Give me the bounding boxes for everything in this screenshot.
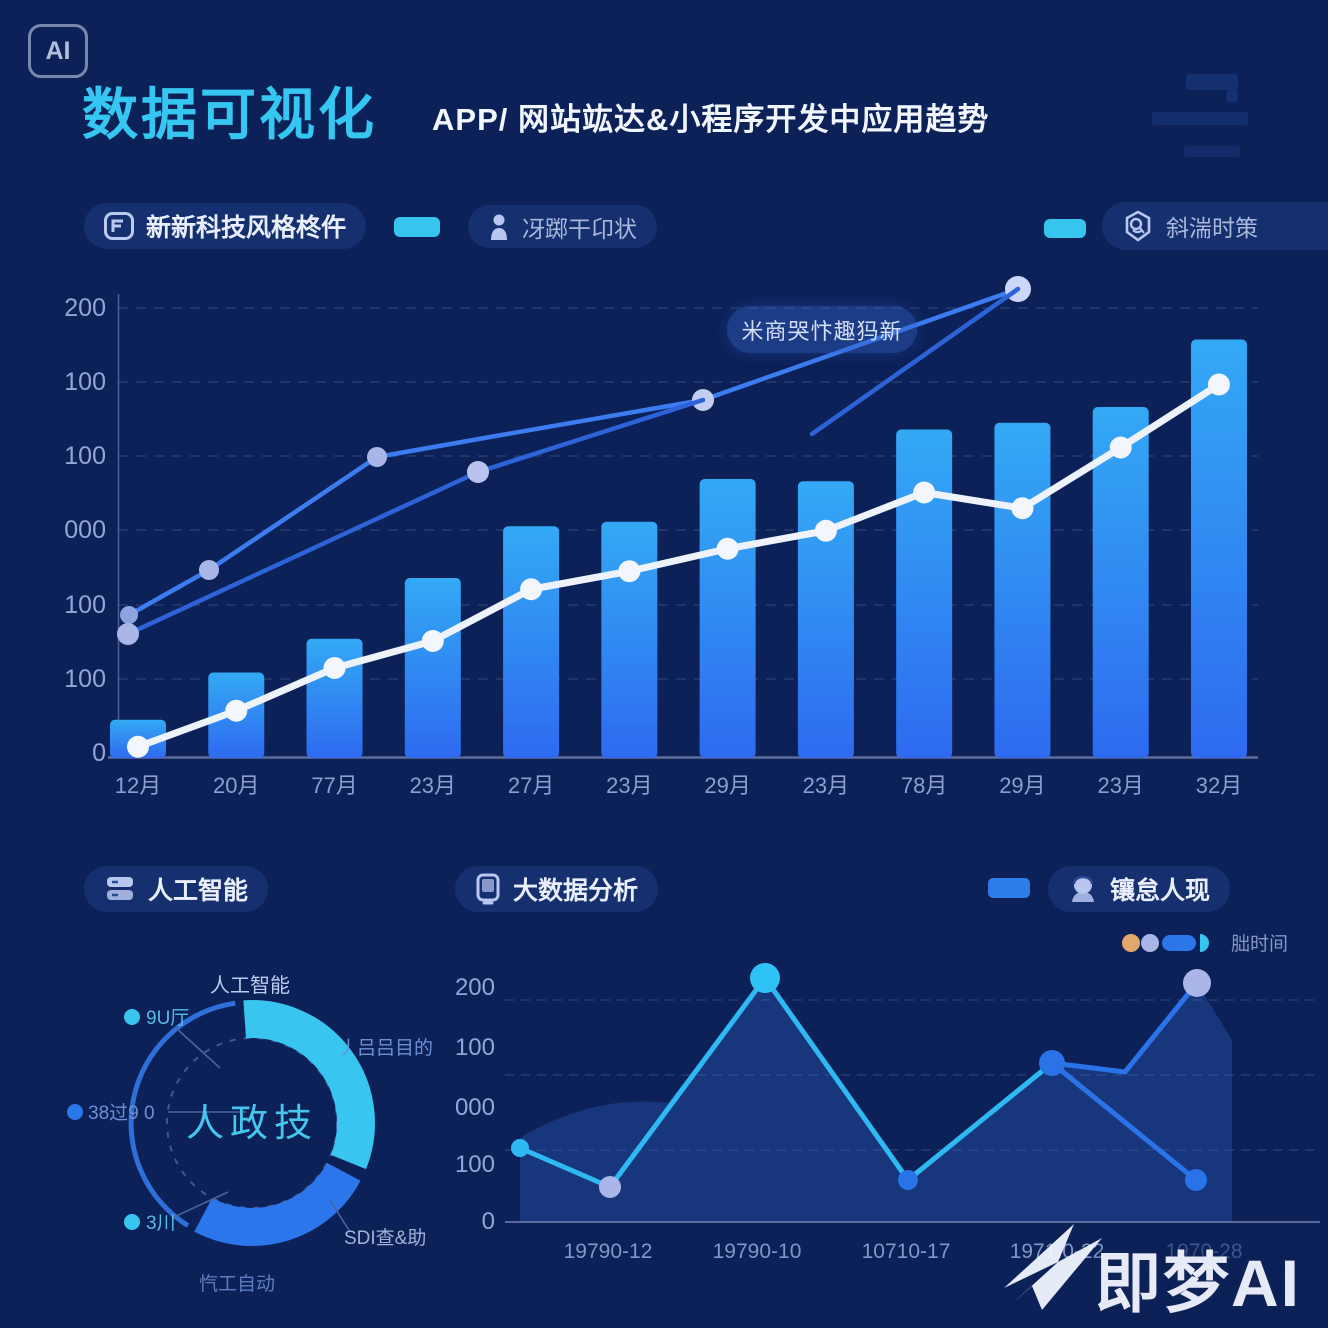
svg-text:0: 0 <box>482 1208 495 1235</box>
legend-swatch-cyan <box>1044 219 1086 238</box>
svg-text:23月: 23月 <box>606 773 652 798</box>
chart-annotation-pill: 米商哭忭趣犸新 <box>727 306 917 353</box>
svg-text:000: 000 <box>455 1094 495 1121</box>
svg-text:9U厅: 9U厅 <box>146 1008 189 1029</box>
svg-text:丿吕吕目的: 丿吕吕目的 <box>338 1037 433 1059</box>
ghost-shape <box>1152 112 1248 125</box>
legend-chip-label: 冴踯干卬状 <box>522 215 637 242</box>
svg-text:20月: 20月 <box>213 773 259 798</box>
svg-text:人政技: 人政技 <box>186 1103 318 1145</box>
mini-legend-label: 朏时间 <box>1231 934 1289 955</box>
svg-text:78月: 78月 <box>901 773 947 798</box>
svg-text:27月: 27月 <box>508 773 554 798</box>
svg-text:77月: 77月 <box>311 773 357 798</box>
ghost-shape <box>1184 146 1240 157</box>
svg-text:1970-28: 1970-28 <box>1165 1240 1242 1263</box>
user-icon <box>1068 874 1098 904</box>
legend-chip-label: 斜湍时策 <box>1166 215 1258 241</box>
legend-chip-label: 人工智能 <box>148 877 249 905</box>
window-icon <box>104 212 134 240</box>
watermark-logo-icon <box>1004 1224 1102 1310</box>
mini-legend-dots <box>1122 933 1209 952</box>
svg-text:19790-10: 19790-10 <box>713 1240 802 1263</box>
svg-text:12月: 12月 <box>115 773 161 798</box>
badge-icon <box>1122 210 1154 242</box>
chart-annotation-text: 米商哭忭趣犸新 <box>741 318 903 344</box>
page-subtitle: APP/ 网站竑达&小程序开发中应用趋势 <box>432 102 990 137</box>
page-title: 数据可视化 <box>82 83 377 146</box>
svg-text:38过9 0: 38过9 0 <box>88 1102 155 1124</box>
svg-text:29月: 29月 <box>999 773 1045 798</box>
legend-chip-user[interactable]: 镶怠人现 <box>1048 866 1231 912</box>
legend-chip-label: 新新科技风格柊仵 <box>146 214 347 242</box>
legend-chip-bigdata[interactable]: 大数据分析 <box>455 866 659 912</box>
ai-logo-badge: AI <box>28 24 88 78</box>
svg-text:23月: 23月 <box>1097 773 1143 798</box>
svg-text:23月: 23月 <box>410 773 456 798</box>
svg-text:100: 100 <box>64 442 106 470</box>
legend-chip-label: 镶怠人现 <box>1110 877 1211 905</box>
svg-text:100: 100 <box>455 1034 495 1061</box>
svg-text:32月: 32月 <box>1196 773 1242 798</box>
legend-chip-person[interactable]: 冴踯干卬状 <box>468 205 657 248</box>
watermark-text: 即梦AI <box>1095 1246 1301 1320</box>
svg-text:0: 0 <box>92 739 106 767</box>
mini-time-legend: 朏时间 <box>1120 929 1288 956</box>
ghost-shape <box>1186 74 1238 90</box>
ghost-shape <box>1226 90 1238 102</box>
legend-swatch-blue <box>988 878 1030 898</box>
legend-swatch-cyan <box>394 217 440 237</box>
person-icon <box>488 213 510 241</box>
svg-text:100: 100 <box>64 665 106 693</box>
ai-logo-text: AI <box>45 36 71 65</box>
legend-chip-ai[interactable]: 人工智能 <box>84 866 269 912</box>
svg-text:200: 200 <box>64 294 106 322</box>
svg-text:200: 200 <box>455 974 495 1001</box>
tablet-icon <box>475 873 501 905</box>
svg-text:SDI查&助: SDI查&助 <box>344 1227 426 1249</box>
svg-text:100: 100 <box>64 368 106 396</box>
svg-text:10710-17: 10710-17 <box>862 1240 951 1263</box>
main-chart-svg: 200 100 100 000 100 100 0 12月 20月 77月 23月 27月 23月 29月… <box>64 276 1258 798</box>
svg-text:100: 100 <box>64 591 106 619</box>
svg-text:29月: 29月 <box>704 773 750 798</box>
svg-text:000: 000 <box>64 516 106 544</box>
svg-text:人工智能: 人工智能 <box>210 974 290 997</box>
legend-chip-tech-style[interactable]: 新新科技风格柊仵 <box>84 203 367 249</box>
layers-icon <box>104 874 136 904</box>
legend-chip-label: 大数据分析 <box>513 877 639 905</box>
svg-text:23月: 23月 <box>803 773 849 798</box>
svg-text:100: 100 <box>455 1151 495 1178</box>
svg-text:19790-12: 19790-12 <box>564 1240 653 1263</box>
legend-chip-badge[interactable]: 斜湍时策 <box>1102 202 1328 250</box>
bottom-line-chart-svg: 200 100 000 100 0 19790-12 19790-10 10710-17 197… <box>455 963 1320 1263</box>
svg-text:3川: 3川 <box>146 1213 176 1234</box>
svg-text:忾工自动: 忾工自动 <box>199 1273 275 1295</box>
